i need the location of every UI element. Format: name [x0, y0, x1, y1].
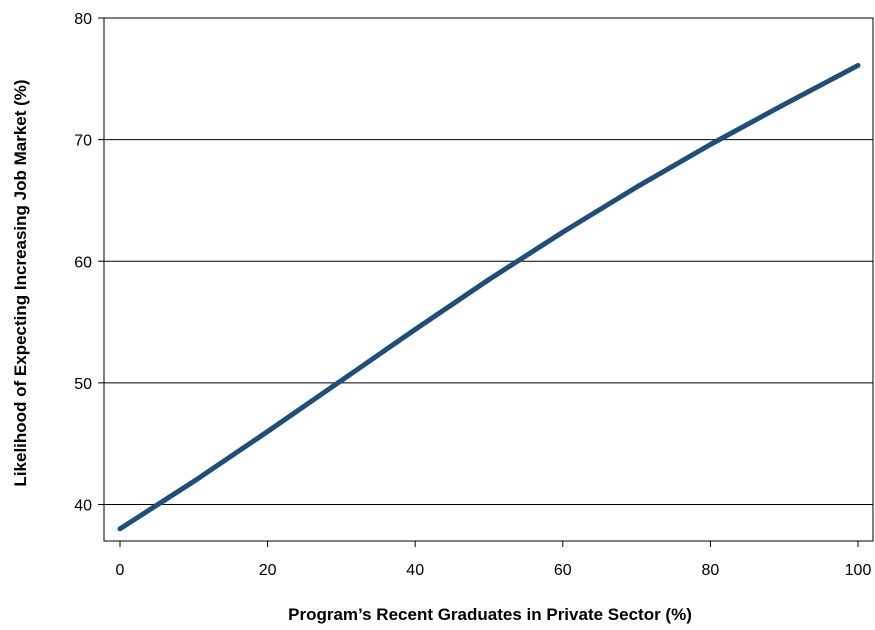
x-tick-label: 20	[259, 562, 277, 579]
y-tick-label: 50	[74, 376, 92, 393]
x-tick-label: 0	[116, 562, 125, 579]
plot-area	[103, 17, 874, 542]
y-tick-label: 40	[74, 498, 92, 515]
x-axis: 0 20 40 60 80 100	[116, 541, 872, 579]
y-tick-label: 60	[74, 254, 92, 271]
y-axis-title: Likelihood of Expecting Increasing Job M…	[11, 79, 30, 486]
y-tick-label: 70	[74, 133, 92, 150]
y-axis: 40 50 60 70 80	[74, 11, 104, 515]
series-line-0	[117, 62, 861, 532]
y-tick-label: 80	[74, 11, 92, 28]
x-tick-label: 40	[406, 562, 424, 579]
x-tick-label: 60	[554, 562, 572, 579]
gridlines	[104, 17, 873, 505]
x-tick-label: 100	[845, 562, 872, 579]
x-axis-title: Program’s Recent Graduates in Private Se…	[288, 605, 692, 624]
x-tick-label: 80	[702, 562, 720, 579]
series	[117, 62, 861, 532]
